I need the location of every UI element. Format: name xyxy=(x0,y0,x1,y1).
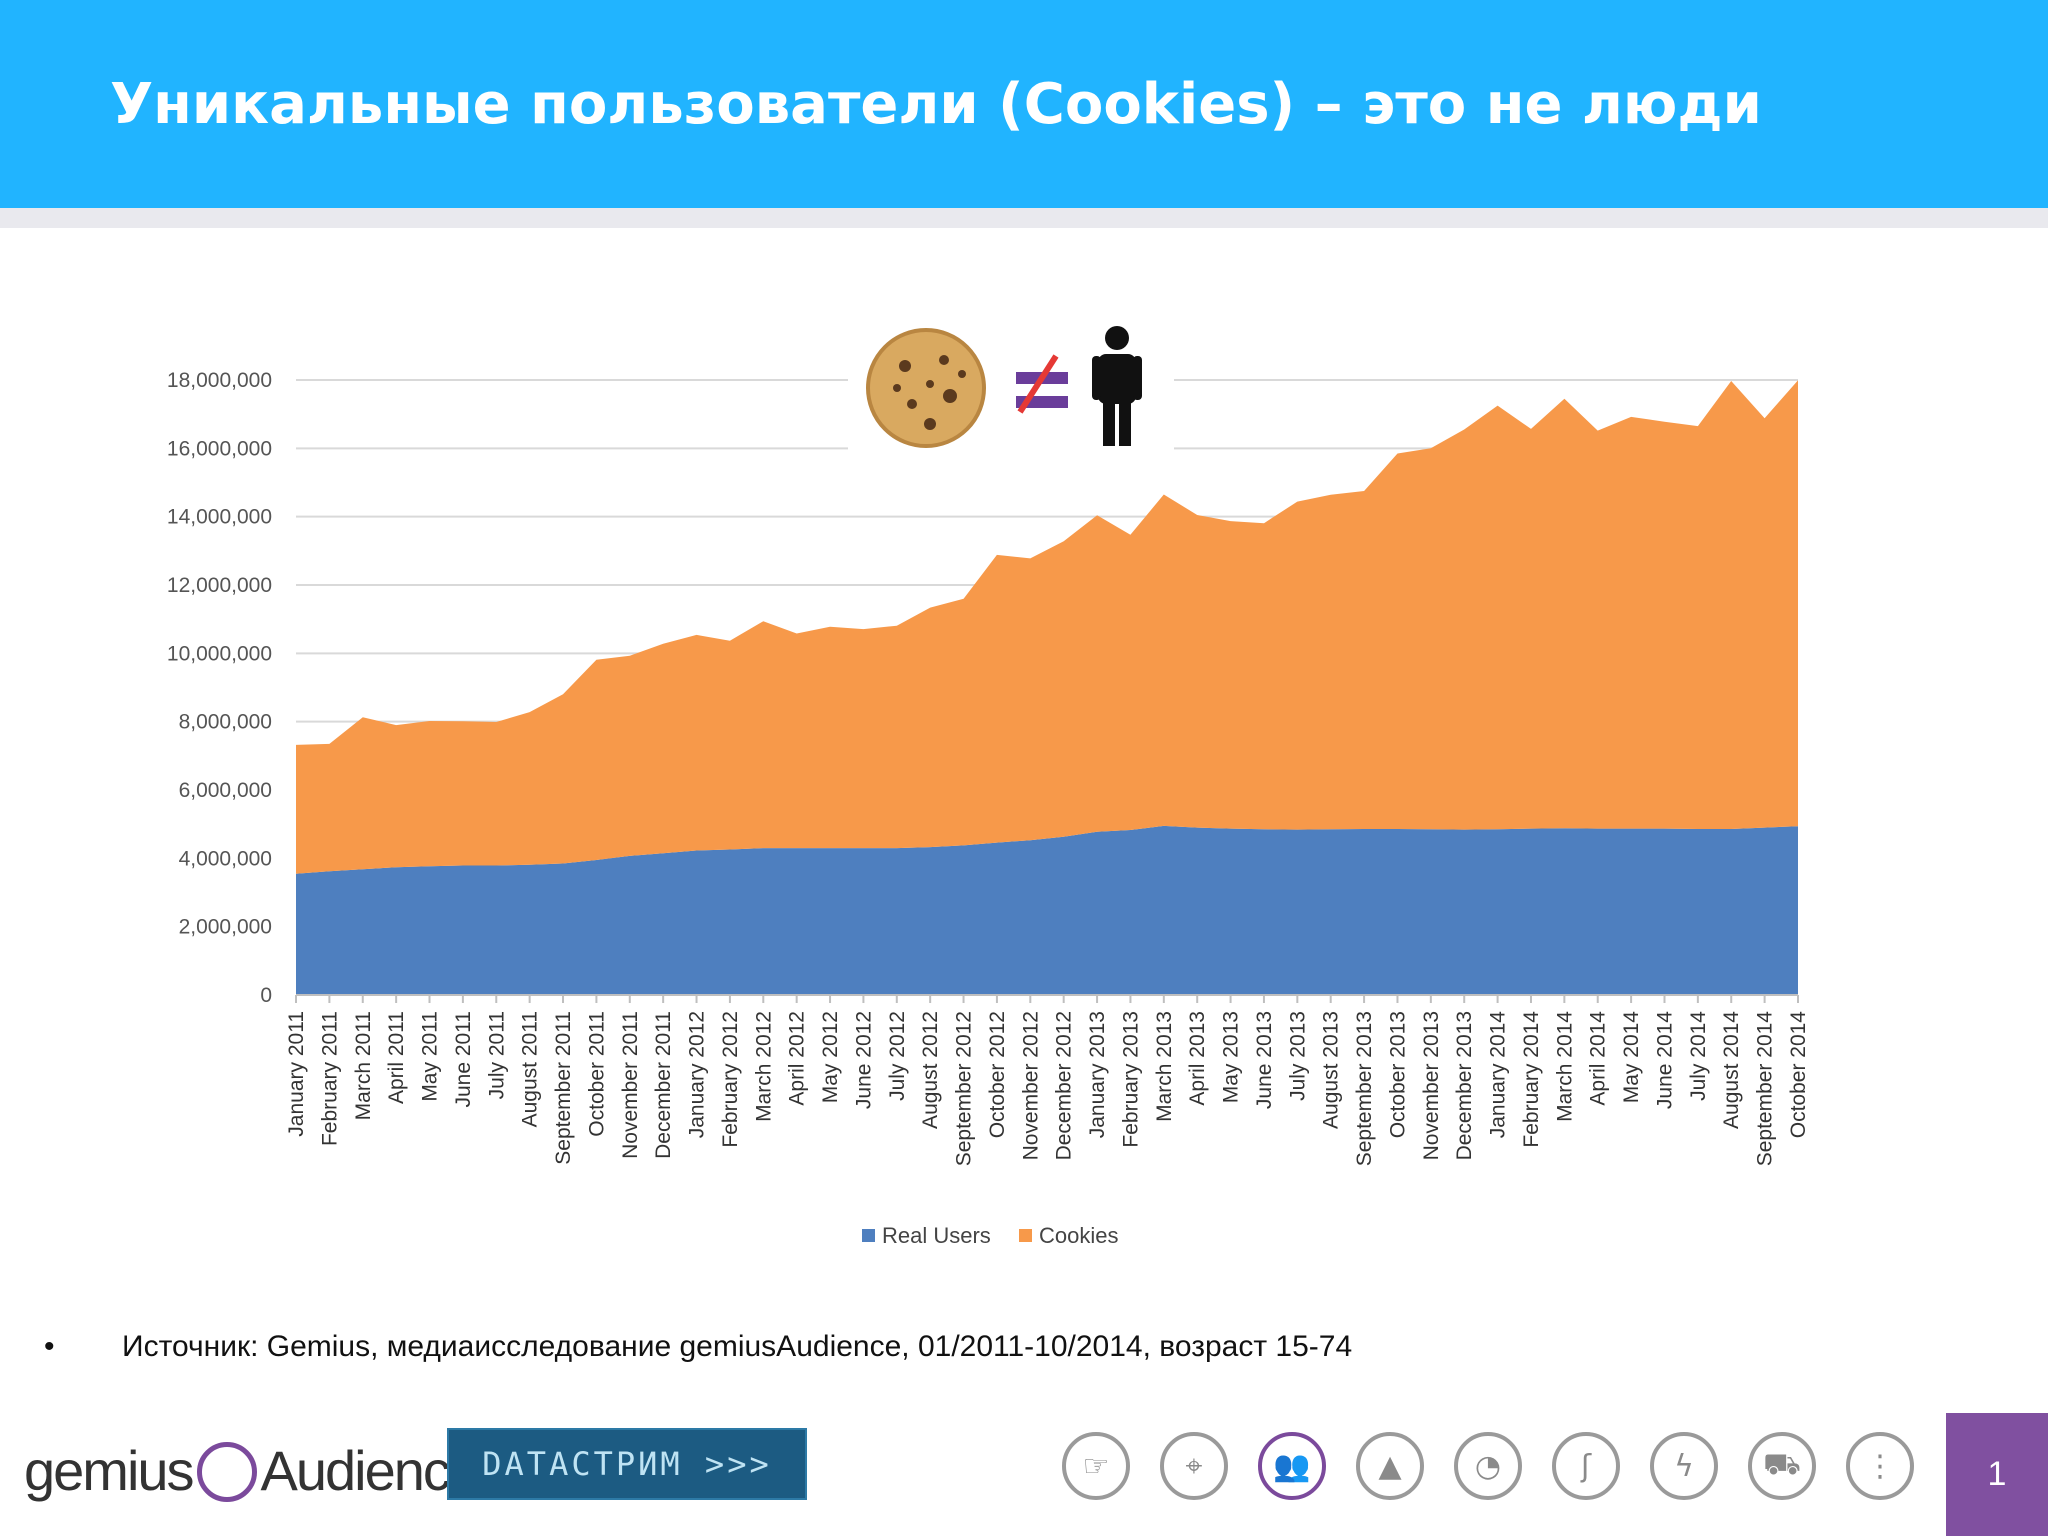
legend-swatch xyxy=(862,1229,875,1242)
y-tick-label: 2,000,000 xyxy=(179,916,272,939)
area-series xyxy=(296,380,1798,995)
y-tick-label: 14,000,000 xyxy=(167,506,272,529)
wifi-signal-icon[interactable]: ◔ xyxy=(1454,1432,1522,1500)
slide-title: Уникальные пользователи (Cookies) – это … xyxy=(110,72,1762,137)
x-tick-label: June 2014 xyxy=(1653,1011,1676,1109)
gemius-logo-left: gemius xyxy=(24,1438,195,1502)
gemius-audience-logo: gemius Audience xyxy=(24,1425,481,1515)
x-tick-label: September 2014 xyxy=(1754,1011,1777,1167)
gemius-logo-right: Audience xyxy=(260,1438,481,1502)
x-tick-label: February 2013 xyxy=(1119,1011,1142,1148)
stacked-area-chart: 0 2,000,000 4,000,000 6,000,000 8,000,000 10,… xyxy=(167,326,1810,1248)
x-tick-label: October 2013 xyxy=(1386,1011,1409,1138)
y-tick-label: 12,000,000 xyxy=(167,574,272,597)
x-tick-label: October 2011 xyxy=(585,1011,608,1137)
x-tick-label: June 2011 xyxy=(452,1011,475,1108)
y-tick-label: 0 xyxy=(260,984,272,1007)
x-tick-label: December 2011 xyxy=(652,1011,675,1159)
area-real-users xyxy=(296,825,1798,995)
source-text: Источник: Gemius, медиаисследование gemi… xyxy=(122,1330,1353,1363)
person-icon xyxy=(1092,326,1142,446)
cookie-icon xyxy=(866,328,986,448)
not-equal-icon xyxy=(1016,354,1068,414)
y-tick-label: 4,000,000 xyxy=(179,847,272,870)
datastream-logo: DATACTPИM >>> xyxy=(447,1428,807,1500)
y-tick-label: 8,000,000 xyxy=(179,711,272,734)
x-tick-label: March 2012 xyxy=(752,1011,775,1122)
x-tick-label: June 2012 xyxy=(852,1011,875,1109)
legend-item-real-users: Real Users xyxy=(862,1223,991,1248)
x-tick-label: May 2012 xyxy=(819,1011,842,1103)
x-tick-label: August 2013 xyxy=(1320,1011,1343,1129)
x-tick-label: January 2014 xyxy=(1487,1011,1510,1139)
legend-item-cookies: Cookies xyxy=(1019,1223,1118,1248)
x-axis-ticks: January 2011 February 2011 March 2011 April… xyxy=(285,994,1810,1167)
page-number: 1 xyxy=(1946,1413,2048,1536)
bullet-marker: • xyxy=(44,1330,55,1363)
x-tick-label: September 2012 xyxy=(953,1011,976,1166)
x-tick-label: July 2013 xyxy=(1286,1011,1309,1101)
cart-icon[interactable]: ⛟ xyxy=(1748,1432,1816,1500)
x-tick-label: May 2013 xyxy=(1220,1011,1243,1103)
x-tick-label: November 2012 xyxy=(1019,1011,1042,1160)
x-tick-label: December 2012 xyxy=(1053,1011,1076,1160)
x-tick-label: August 2014 xyxy=(1720,1011,1743,1129)
x-tick-label: February 2014 xyxy=(1520,1011,1543,1148)
legend-label: Real Users xyxy=(882,1223,991,1248)
x-tick-label: April 2012 xyxy=(786,1011,809,1106)
x-tick-label: July 2011 xyxy=(485,1011,508,1099)
legend-swatch xyxy=(1019,1229,1032,1242)
area-cookies xyxy=(296,380,1798,874)
y-tick-label: 6,000,000 xyxy=(179,779,272,802)
x-tick-label: February 2011 xyxy=(318,1011,341,1146)
x-tick-label: February 2012 xyxy=(719,1011,742,1148)
x-tick-label: September 2013 xyxy=(1353,1011,1376,1166)
x-tick-label: November 2013 xyxy=(1420,1011,1443,1160)
x-tick-label: March 2014 xyxy=(1553,1011,1576,1122)
sword-icon[interactable]: ʃ xyxy=(1552,1432,1620,1500)
y-axis-ticks: 0 2,000,000 4,000,000 6,000,000 8,000,000 10,… xyxy=(167,369,272,1007)
traffic-light-icon[interactable]: ⋮ xyxy=(1846,1432,1914,1500)
x-tick-label: June 2013 xyxy=(1253,1011,1276,1109)
x-tick-label: May 2014 xyxy=(1620,1011,1643,1104)
cookie-not-equal-person-graphic xyxy=(848,326,1174,454)
mountain-icon[interactable]: ▲ xyxy=(1356,1432,1424,1500)
source-note: • Источник: Gemius, медиаисследование gem… xyxy=(44,1330,1352,1364)
x-tick-label: December 2013 xyxy=(1453,1011,1476,1160)
x-tick-label: March 2011 xyxy=(352,1011,375,1120)
people-ring-icon xyxy=(196,1442,257,1502)
x-tick-label: January 2012 xyxy=(686,1011,709,1138)
x-tick-label: April 2014 xyxy=(1587,1011,1610,1106)
y-tick-label: 18,000,000 xyxy=(167,369,272,392)
x-tick-label: August 2011 xyxy=(519,1011,542,1127)
location-pin-icon[interactable]: ⌖ xyxy=(1160,1432,1228,1500)
chart-legend: Real Users Cookies xyxy=(862,1223,1118,1248)
x-tick-label: November 2011 xyxy=(619,1011,642,1159)
x-tick-label: July 2014 xyxy=(1687,1011,1710,1101)
x-tick-label: July 2012 xyxy=(886,1011,909,1101)
x-tick-label: April 2011 xyxy=(385,1011,408,1104)
lightning-icon[interactable]: ϟ xyxy=(1650,1432,1718,1500)
x-tick-label: January 2013 xyxy=(1086,1011,1109,1138)
y-tick-label: 16,000,000 xyxy=(167,437,272,460)
x-tick-label: January 2011 xyxy=(285,1011,308,1137)
x-tick-label: September 2011 xyxy=(552,1011,575,1165)
x-tick-label: April 2013 xyxy=(1186,1011,1209,1106)
legend-label: Cookies xyxy=(1039,1223,1118,1248)
hand-icon[interactable]: ☞ xyxy=(1062,1432,1130,1500)
y-tick-label: 10,000,000 xyxy=(167,642,272,665)
x-tick-label: May 2011 xyxy=(419,1011,442,1102)
x-tick-label: August 2012 xyxy=(919,1011,942,1129)
footer-icon-bar: ☞ ⌖ 👥 ▲ ◔ ʃ ϟ ⛟ ⋮ xyxy=(1062,1432,1914,1500)
x-tick-label: October 2012 xyxy=(986,1011,1009,1138)
x-tick-label: March 2013 xyxy=(1153,1011,1176,1122)
header-banner: Уникальные пользователи (Cookies) – это … xyxy=(0,0,2048,208)
people-icon[interactable]: 👥 xyxy=(1258,1432,1326,1500)
x-tick-label: October 2014 xyxy=(1787,1011,1810,1139)
header-divider xyxy=(0,208,2048,228)
